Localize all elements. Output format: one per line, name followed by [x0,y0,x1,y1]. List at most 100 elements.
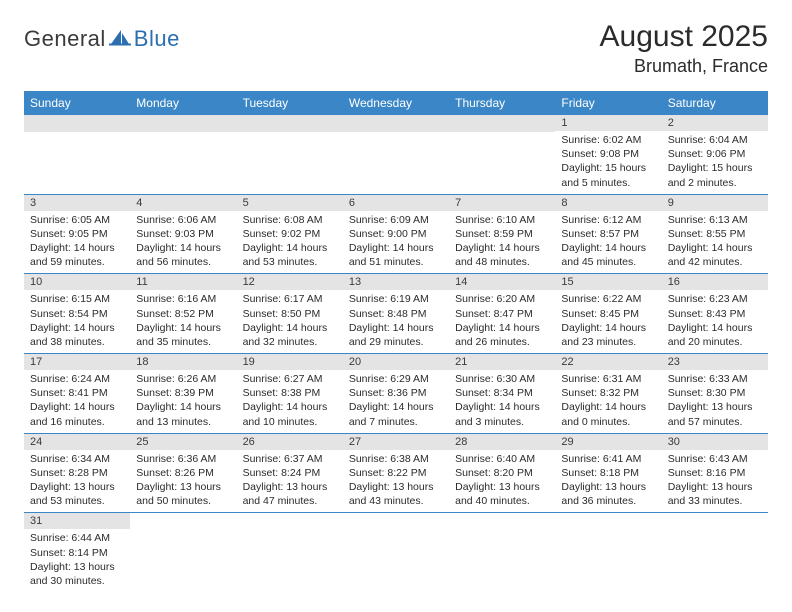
calendar-cell: 4Sunrise: 6:06 AMSunset: 9:03 PMDaylight… [130,194,236,274]
sunrise-text: Sunrise: 6:22 AM [561,292,655,306]
calendar-cell [237,513,343,592]
day-number: 11 [130,274,236,290]
logo: General Blue [24,26,180,52]
calendar-cell: 26Sunrise: 6:37 AMSunset: 8:24 PMDayligh… [237,433,343,513]
day-details: Sunrise: 6:16 AMSunset: 8:52 PMDaylight:… [130,290,236,353]
sunset-text: Sunset: 8:38 PM [243,386,337,400]
sunset-text: Sunset: 8:28 PM [30,466,124,480]
calendar-cell [343,115,449,194]
daylight-text-2: and 50 minutes. [136,494,230,508]
sunset-text: Sunset: 8:54 PM [30,307,124,321]
calendar-cell: 3Sunrise: 6:05 AMSunset: 9:05 PMDaylight… [24,194,130,274]
day-number: 6 [343,195,449,211]
calendar-cell: 19Sunrise: 6:27 AMSunset: 8:38 PMDayligh… [237,354,343,434]
daylight-text-2: and 43 minutes. [349,494,443,508]
sunrise-text: Sunrise: 6:44 AM [30,531,124,545]
day-number: 27 [343,434,449,450]
daylight-text-2: and 30 minutes. [30,574,124,588]
sunset-text: Sunset: 9:05 PM [30,227,124,241]
sunset-text: Sunset: 8:22 PM [349,466,443,480]
sunset-text: Sunset: 8:16 PM [668,466,762,480]
day-number: 3 [24,195,130,211]
day-details: Sunrise: 6:04 AMSunset: 9:06 PMDaylight:… [662,131,768,194]
daylight-text-1: Daylight: 14 hours [455,241,549,255]
sunset-text: Sunset: 9:02 PM [243,227,337,241]
calendar-cell: 17Sunrise: 6:24 AMSunset: 8:41 PMDayligh… [24,354,130,434]
day-details: Sunrise: 6:40 AMSunset: 8:20 PMDaylight:… [449,450,555,513]
sunrise-text: Sunrise: 6:13 AM [668,213,762,227]
calendar-cell: 9Sunrise: 6:13 AMSunset: 8:55 PMDaylight… [662,194,768,274]
daylight-text-1: Daylight: 13 hours [30,480,124,494]
daylight-text-2: and 47 minutes. [243,494,337,508]
calendar-row: 3Sunrise: 6:05 AMSunset: 9:05 PMDaylight… [24,194,768,274]
calendar-cell: 16Sunrise: 6:23 AMSunset: 8:43 PMDayligh… [662,274,768,354]
day-number: 31 [24,513,130,529]
day-details: Sunrise: 6:08 AMSunset: 9:02 PMDaylight:… [237,211,343,274]
empty-daynum [24,115,130,132]
header: General Blue August 2025 Brumath, France [24,20,768,77]
calendar-cell: 10Sunrise: 6:15 AMSunset: 8:54 PMDayligh… [24,274,130,354]
calendar-cell: 18Sunrise: 6:26 AMSunset: 8:39 PMDayligh… [130,354,236,434]
daylight-text-2: and 32 minutes. [243,335,337,349]
sunset-text: Sunset: 8:50 PM [243,307,337,321]
sunrise-text: Sunrise: 6:12 AM [561,213,655,227]
day-number: 7 [449,195,555,211]
calendar-cell: 8Sunrise: 6:12 AMSunset: 8:57 PMDaylight… [555,194,661,274]
sunset-text: Sunset: 8:30 PM [668,386,762,400]
daylight-text-2: and 48 minutes. [455,255,549,269]
sunrise-text: Sunrise: 6:30 AM [455,372,549,386]
daylight-text-2: and 23 minutes. [561,335,655,349]
calendar-cell [24,115,130,194]
day-number: 10 [24,274,130,290]
weekday-header-row: Sunday Monday Tuesday Wednesday Thursday… [24,91,768,115]
calendar-table: Sunday Monday Tuesday Wednesday Thursday… [24,91,768,592]
day-details: Sunrise: 6:24 AMSunset: 8:41 PMDaylight:… [24,370,130,433]
sunrise-text: Sunrise: 6:24 AM [30,372,124,386]
day-details: Sunrise: 6:23 AMSunset: 8:43 PMDaylight:… [662,290,768,353]
weekday-header: Tuesday [237,91,343,115]
day-details: Sunrise: 6:29 AMSunset: 8:36 PMDaylight:… [343,370,449,433]
day-number: 23 [662,354,768,370]
calendar-cell: 28Sunrise: 6:40 AMSunset: 8:20 PMDayligh… [449,433,555,513]
daylight-text-1: Daylight: 14 hours [136,241,230,255]
daylight-text-2: and 35 minutes. [136,335,230,349]
calendar-cell [662,513,768,592]
day-number: 2 [662,115,768,131]
daylight-text-2: and 13 minutes. [136,415,230,429]
day-number: 18 [130,354,236,370]
daylight-text-1: Daylight: 13 hours [136,480,230,494]
daylight-text-2: and 7 minutes. [349,415,443,429]
daylight-text-1: Daylight: 14 hours [136,321,230,335]
sunrise-text: Sunrise: 6:16 AM [136,292,230,306]
calendar-row: 1Sunrise: 6:02 AMSunset: 9:08 PMDaylight… [24,115,768,194]
daylight-text-2: and 2 minutes. [668,176,762,190]
sunrise-text: Sunrise: 6:29 AM [349,372,443,386]
calendar-row: 24Sunrise: 6:34 AMSunset: 8:28 PMDayligh… [24,433,768,513]
month-title: August 2025 [600,20,768,54]
day-number: 5 [237,195,343,211]
sunset-text: Sunset: 8:43 PM [668,307,762,321]
calendar-cell: 6Sunrise: 6:09 AMSunset: 9:00 PMDaylight… [343,194,449,274]
calendar-cell: 25Sunrise: 6:36 AMSunset: 8:26 PMDayligh… [130,433,236,513]
daylight-text-1: Daylight: 14 hours [455,321,549,335]
weekday-header: Sunday [24,91,130,115]
day-number: 19 [237,354,343,370]
sunset-text: Sunset: 8:41 PM [30,386,124,400]
logo-text-general: General [24,26,106,52]
calendar-cell: 15Sunrise: 6:22 AMSunset: 8:45 PMDayligh… [555,274,661,354]
calendar-row: 10Sunrise: 6:15 AMSunset: 8:54 PMDayligh… [24,274,768,354]
calendar-cell: 22Sunrise: 6:31 AMSunset: 8:32 PMDayligh… [555,354,661,434]
daylight-text-1: Daylight: 14 hours [243,241,337,255]
day-details: Sunrise: 6:36 AMSunset: 8:26 PMDaylight:… [130,450,236,513]
day-number: 1 [555,115,661,131]
calendar-cell: 12Sunrise: 6:17 AMSunset: 8:50 PMDayligh… [237,274,343,354]
sunrise-text: Sunrise: 6:36 AM [136,452,230,466]
daylight-text-2: and 33 minutes. [668,494,762,508]
sunrise-text: Sunrise: 6:26 AM [136,372,230,386]
sunrise-text: Sunrise: 6:33 AM [668,372,762,386]
calendar-cell: 21Sunrise: 6:30 AMSunset: 8:34 PMDayligh… [449,354,555,434]
sunset-text: Sunset: 8:34 PM [455,386,549,400]
sunrise-text: Sunrise: 6:10 AM [455,213,549,227]
calendar-cell: 31Sunrise: 6:44 AMSunset: 8:14 PMDayligh… [24,513,130,592]
daylight-text-1: Daylight: 14 hours [561,400,655,414]
